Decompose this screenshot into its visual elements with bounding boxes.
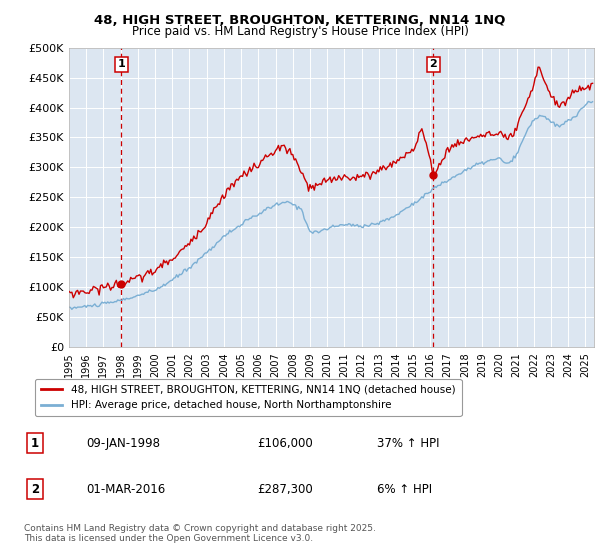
Text: 37% ↑ HPI: 37% ↑ HPI [377,437,440,450]
Text: Contains HM Land Registry data © Crown copyright and database right 2025.
This d: Contains HM Land Registry data © Crown c… [24,524,376,543]
Text: £106,000: £106,000 [257,437,313,450]
Text: 09-JAN-1998: 09-JAN-1998 [86,437,160,450]
Text: 2: 2 [31,483,39,496]
Text: 6% ↑ HPI: 6% ↑ HPI [377,483,432,496]
Legend: 48, HIGH STREET, BROUGHTON, KETTERING, NN14 1NQ (detached house), HPI: Average p: 48, HIGH STREET, BROUGHTON, KETTERING, N… [35,379,461,417]
Text: 01-MAR-2016: 01-MAR-2016 [86,483,166,496]
Text: £287,300: £287,300 [257,483,313,496]
Text: 48, HIGH STREET, BROUGHTON, KETTERING, NN14 1NQ: 48, HIGH STREET, BROUGHTON, KETTERING, N… [94,14,506,27]
Text: Price paid vs. HM Land Registry's House Price Index (HPI): Price paid vs. HM Land Registry's House … [131,25,469,38]
Text: 1: 1 [31,437,39,450]
Text: 1: 1 [117,59,125,69]
Text: 2: 2 [430,59,437,69]
